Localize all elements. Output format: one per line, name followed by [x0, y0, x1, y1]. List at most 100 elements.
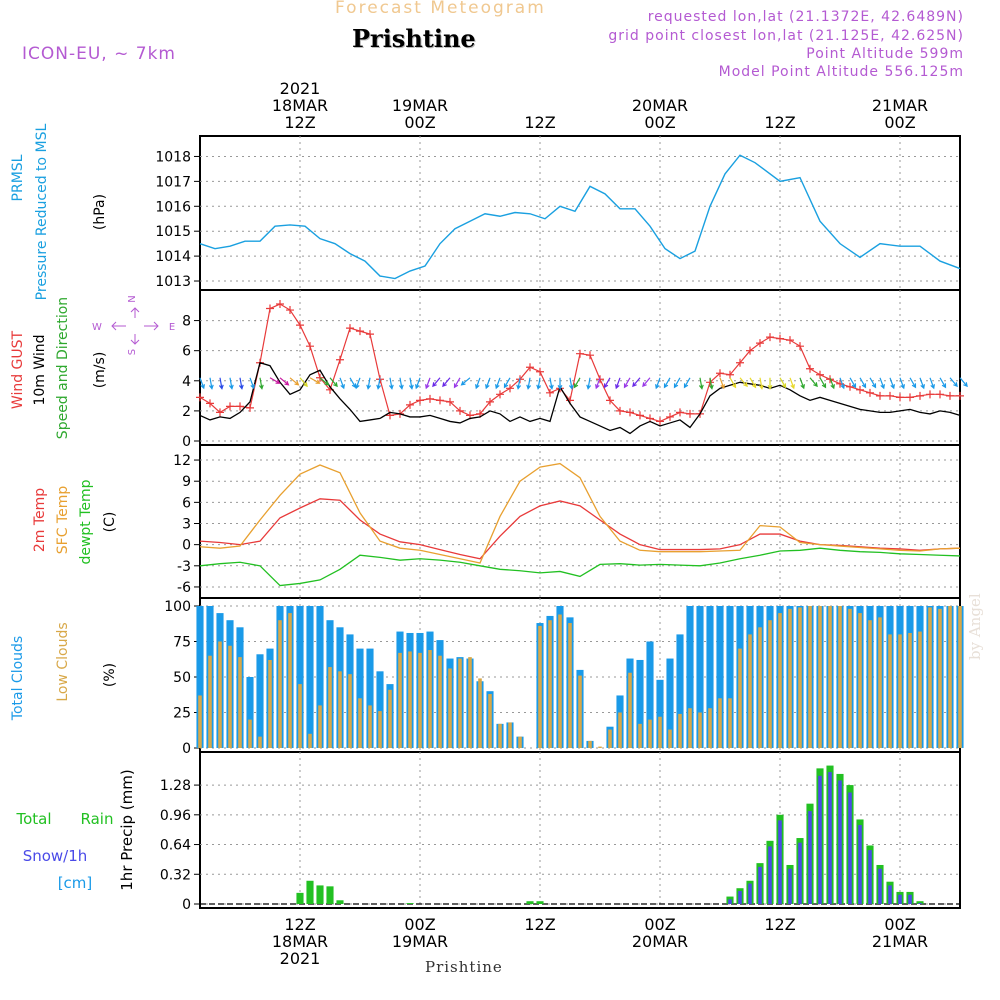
wind-direction-arrow — [663, 377, 671, 389]
wind-gust-marker — [916, 391, 924, 400]
wind-gust-marker — [226, 402, 234, 411]
wind-direction-arrow — [573, 377, 581, 389]
y-tick-label: 1018 — [155, 149, 191, 165]
snow-bar — [848, 792, 852, 904]
wind-gust-marker — [546, 388, 554, 397]
low-cloud-bar — [248, 719, 252, 748]
sfc-temp-label: SFC Temp — [55, 486, 71, 555]
station-footer-label: Prishtine — [425, 958, 503, 976]
rain-bar — [316, 885, 324, 904]
wind-direction-arrow — [708, 377, 714, 390]
y-tick-label: 0.96 — [160, 808, 191, 824]
low-cloud-bar — [608, 729, 612, 748]
wind-direction-arrow — [453, 377, 461, 389]
rain-bar — [336, 900, 344, 904]
legend-total: Total — [15, 810, 51, 828]
low-cloud-bar — [298, 684, 302, 748]
wind-direction-arrow — [673, 377, 681, 389]
total-cloud-bar — [726, 606, 734, 748]
top-time-label-0-0: 2021 — [280, 79, 321, 98]
snow-bar — [918, 903, 922, 904]
y-tick-label: 3 — [182, 517, 191, 533]
model-label: ICON-EU, ~ 7km — [22, 44, 176, 64]
low-cloud-bar — [518, 736, 522, 748]
wind-direction-arrow — [849, 377, 857, 389]
snow-bar — [858, 825, 862, 904]
low-cloud-bar — [698, 712, 702, 748]
snow-bar — [828, 772, 832, 904]
wind-direction-arrow — [432, 377, 441, 388]
clouds-unit-label: (%) — [102, 663, 118, 687]
low-cloud-bar — [648, 719, 652, 748]
wind-direction-arrow — [279, 377, 290, 386]
wind-gust-marker — [676, 408, 684, 417]
y-tick-label: 0.64 — [160, 838, 191, 854]
low-cloud-bar — [858, 613, 862, 748]
wind-direction-arrow — [228, 377, 234, 390]
top-time-label-3-1: 00Z — [644, 113, 675, 132]
low-cloud-bar — [808, 606, 812, 748]
y-tick-label: 0 — [182, 538, 191, 554]
snow-bar — [728, 899, 732, 904]
wind-gust-marker — [806, 364, 814, 373]
wind-gust-marker — [726, 370, 734, 379]
wind-10m-label: 10m Wind — [32, 334, 48, 405]
y-tick-label: 25 — [173, 706, 191, 722]
low-cloud-bar — [368, 705, 372, 748]
low-cloud-bar — [468, 657, 472, 748]
total-cloud-bar — [636, 659, 644, 748]
wind-direction-arrow — [415, 377, 421, 390]
wind-gust-marker — [406, 400, 414, 409]
total-cloud-bar — [196, 606, 204, 748]
low-cloud-bar — [668, 729, 672, 748]
low-cloud-bar — [798, 607, 802, 748]
top-time-label-3-0: 20MAR — [632, 96, 688, 115]
bottom-time-label-4-0: 12Z — [764, 915, 795, 934]
wind-gust-marker — [346, 324, 354, 333]
rain-bar — [296, 892, 304, 904]
y-tick-label: 9 — [182, 474, 191, 490]
bottom-time-label-0-1: 18MAR — [272, 932, 328, 951]
low-cloud-bar — [498, 723, 502, 748]
low-clouds-label: Low Clouds — [55, 622, 71, 701]
temp-unit-label: (C) — [102, 512, 118, 533]
y-tick-label: 50 — [173, 670, 191, 686]
wind-gust-marker — [196, 393, 204, 402]
wind-direction-arrow — [683, 377, 691, 389]
wind-direction-arrow — [749, 377, 757, 389]
wind-direction-arrow — [655, 377, 661, 390]
low-cloud-bar — [628, 672, 632, 748]
low-cloud-bar — [898, 634, 902, 748]
low-cloud-bar — [208, 655, 212, 748]
wind-gust-marker — [776, 334, 784, 343]
rain-bar — [406, 903, 414, 904]
low-cloud-bar — [568, 623, 572, 748]
wind-direction-arrow — [615, 377, 621, 390]
y-tick-label: 1016 — [155, 199, 191, 215]
wind-gust-marker — [876, 391, 884, 400]
total-cloud-bar — [316, 606, 324, 748]
wind-direction-arrow — [208, 377, 214, 390]
wind-gust-label: Wind GUST — [10, 330, 26, 409]
low-cloud-bar — [328, 667, 332, 748]
watermark: by Angel — [966, 593, 984, 660]
y-tick-label: 2 — [182, 404, 191, 420]
snow-bar — [868, 850, 872, 904]
wind-gust-marker — [956, 391, 964, 400]
low-cloud-bar — [688, 708, 692, 748]
wind-gust-marker — [926, 390, 934, 399]
low-cloud-bar — [778, 613, 782, 748]
low-cloud-bar — [358, 698, 362, 748]
wind-gust-marker — [486, 397, 494, 406]
wind-direction-arrow — [329, 377, 338, 388]
wind-direction-arrow — [442, 377, 451, 388]
wind-gust-marker — [336, 355, 344, 364]
wind-direction-arrow — [289, 377, 300, 386]
low-cloud-bar — [308, 733, 312, 748]
wind-direction-arrow — [919, 377, 925, 390]
wind-direction-arrow — [258, 377, 264, 390]
snow-bar — [758, 866, 762, 904]
low-cloud-bar — [278, 620, 282, 748]
total-cloud-bar — [716, 606, 724, 748]
snow-bar — [798, 842, 802, 904]
